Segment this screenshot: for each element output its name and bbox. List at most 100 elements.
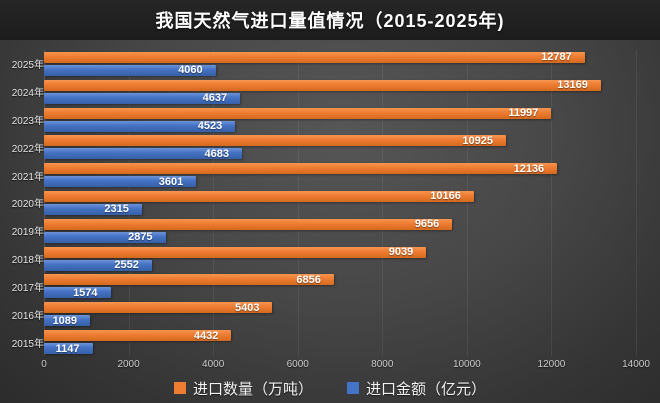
x-axis-tick-label: 4000 xyxy=(202,359,225,370)
legend: 进口数量（万吨） 进口金额（亿元） xyxy=(0,376,660,400)
volume-bar: 11997 xyxy=(44,107,552,120)
bar-value-label: 3601 xyxy=(158,175,184,188)
gridline xyxy=(213,50,215,356)
value-bar: 3601 xyxy=(44,175,197,188)
bar-value-label: 12787 xyxy=(541,51,572,64)
year-label: 2017年 xyxy=(11,282,44,294)
value-bar: 1147 xyxy=(44,342,93,355)
bar-group: 12136 3601 xyxy=(44,161,636,189)
year-row: 2022年 10925 4683 xyxy=(10,133,636,161)
bar-group: 13169 4637 xyxy=(44,78,636,106)
year-row: 2021年 12136 3601 xyxy=(10,161,636,189)
gridline xyxy=(128,50,130,356)
value-bar: 2552 xyxy=(44,259,152,271)
bar-value-label: 9656 xyxy=(414,218,440,231)
bar-group: 11997 4523 xyxy=(44,106,636,134)
year-label: 2023年 xyxy=(11,116,44,128)
x-axis-tick-label: 6000 xyxy=(286,359,309,370)
year-label: 2018年 xyxy=(11,255,44,267)
value-bar: 1089 xyxy=(44,314,91,327)
year-row: 2020年 10166 2315 xyxy=(10,189,636,217)
volume-bar: 10925 xyxy=(44,134,506,147)
value-bar: 4637 xyxy=(44,92,241,105)
gridlines xyxy=(44,50,637,356)
x-axis-tick-label: 0 xyxy=(41,359,47,370)
bar-value-label: 13169 xyxy=(557,79,588,92)
gridline xyxy=(551,50,553,356)
value-bar: 2315 xyxy=(44,203,142,216)
year-row: 2025年 12787 4060 xyxy=(10,50,636,78)
year-row: 2017年 6856 1574 xyxy=(10,273,636,301)
bar-value-label: 5403 xyxy=(234,301,260,314)
bar-value-label: 4060 xyxy=(178,64,203,77)
year-label: 2025年 xyxy=(11,60,44,72)
bar-group: 5403 1089 xyxy=(44,300,636,328)
year-label: 2015年 xyxy=(11,338,44,350)
bar-value-label: 4432 xyxy=(193,329,219,342)
year-label: 2019年 xyxy=(11,227,44,239)
bar-value-label: 9039 xyxy=(388,246,414,259)
legend-swatch-icon xyxy=(347,382,359,394)
bar-value-label: 1574 xyxy=(73,286,98,299)
bar-value-label: 4683 xyxy=(204,147,230,160)
bar-value-label: 12136 xyxy=(513,162,545,175)
bar-value-label: 6856 xyxy=(296,273,321,286)
legend-swatch-icon xyxy=(173,382,186,394)
year-label: 2020年 xyxy=(11,199,44,211)
x-axis-tick-label: 8000 xyxy=(371,359,394,370)
year-label: 2022年 xyxy=(11,143,44,155)
legend-label: 进口金额（亿元） xyxy=(366,380,487,398)
volume-bar: 12136 xyxy=(44,162,558,175)
bar-group: 12787 4060 xyxy=(44,50,636,78)
x-axis-tick-label: 14000 xyxy=(622,359,650,370)
year-label: 2021年 xyxy=(11,171,44,183)
bar-value-label: 10166 xyxy=(430,190,461,203)
legend-label: 进口数量（万吨） xyxy=(192,380,313,398)
value-bar: 4523 xyxy=(44,120,236,133)
bar-group: 10166 2315 xyxy=(44,189,636,217)
year-label: 2016年 xyxy=(11,310,44,322)
bar-group: 9656 2875 xyxy=(44,217,636,245)
volume-bar: 12787 xyxy=(44,51,585,64)
bar-value-label: 11997 xyxy=(508,107,539,120)
volume-bar: 4432 xyxy=(44,329,232,342)
gridline xyxy=(636,50,637,356)
volume-bar: 10166 xyxy=(44,190,474,203)
gridline xyxy=(466,50,468,356)
year-row: 2018年 9039 2552 xyxy=(10,245,636,273)
year-row: 2019年 9656 2875 xyxy=(10,217,636,245)
x-axis-tick-label: 12000 xyxy=(537,359,566,370)
volume-bar: 9656 xyxy=(44,218,453,231)
bar-value-label: 10925 xyxy=(462,134,493,147)
value-bar: 4060 xyxy=(44,64,216,77)
y-axis-line xyxy=(44,50,45,356)
volume-bar: 13169 xyxy=(44,79,601,92)
bar-value-label: 2315 xyxy=(104,203,129,216)
x-axis: 0 2000 4000 6000 8000 10000 12000 14000 xyxy=(41,359,650,373)
year-row: 2024年 13169 4637 xyxy=(10,78,636,106)
gridline xyxy=(297,50,299,356)
title-bar: 我国天然气进口量值情况（2015-2025年) xyxy=(0,0,660,40)
volume-bar: 6856 xyxy=(44,273,334,286)
year-row: 2016年 5403 1089 xyxy=(10,300,636,328)
x-axis-tick-label: 10000 xyxy=(452,359,481,370)
gridline xyxy=(382,50,384,356)
legend-item: 进口数量（万吨） xyxy=(173,378,313,399)
bar-group: 6856 1574 xyxy=(44,273,636,301)
bar-value-label: 1089 xyxy=(52,314,78,327)
bar-value-label: 4637 xyxy=(202,92,228,105)
year-label: 2024年 xyxy=(11,88,44,100)
volume-bar: 5403 xyxy=(44,301,273,314)
value-bar: 4683 xyxy=(44,147,243,160)
value-bar: 1574 xyxy=(44,286,111,299)
bar-value-label: 4523 xyxy=(197,120,223,133)
year-row: 2023年 11997 4523 xyxy=(10,106,636,134)
volume-bar: 9039 xyxy=(44,246,427,259)
bar-value-label: 2875 xyxy=(128,231,153,244)
bar-group: 4432 1147 xyxy=(44,328,636,356)
bar-value-label: 1147 xyxy=(55,342,80,355)
bar-group: 10925 4683 xyxy=(44,133,636,161)
bar-plot-area: 2025年 12787 4060 2024年 13169 4637 2023年 11997 45… xyxy=(10,50,636,356)
legend-item: 进口金额（亿元） xyxy=(347,378,486,399)
